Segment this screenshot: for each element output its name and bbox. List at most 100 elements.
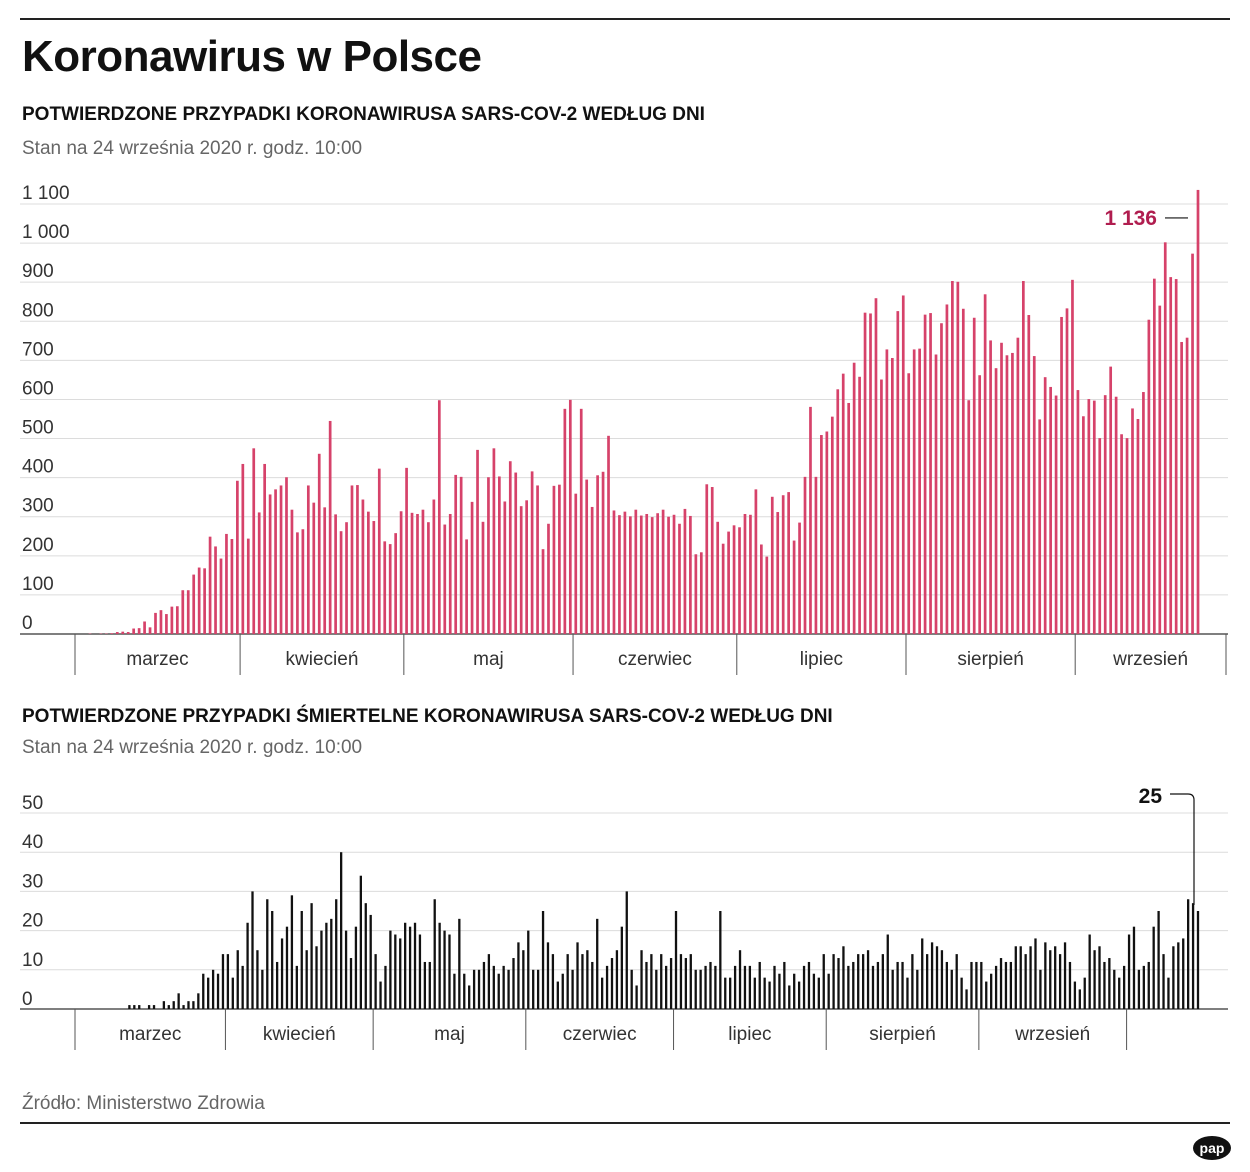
- cases-bar: [705, 484, 709, 634]
- deaths-bar: [1068, 961, 1072, 1009]
- deaths-bar: [645, 961, 648, 1009]
- deaths-bar: [433, 899, 436, 1009]
- cases-bar: [383, 541, 387, 634]
- deaths-bar: [512, 958, 515, 1009]
- cases-bar: [1098, 438, 1102, 634]
- deaths-bar: [290, 895, 294, 1009]
- deaths-bar: [280, 938, 284, 1009]
- cases-bar: [492, 448, 496, 634]
- cases-bar: [618, 515, 621, 634]
- deaths-bar: [369, 914, 372, 1009]
- cases-bar: [367, 511, 370, 634]
- deaths-bar: [394, 934, 397, 1009]
- cases-bar: [541, 549, 545, 634]
- deaths-bar: [709, 961, 712, 1009]
- deaths-bar: [211, 969, 215, 1009]
- deaths-bar: [842, 946, 845, 1009]
- cases-bar: [1103, 395, 1107, 634]
- cases-bar: [328, 420, 332, 634]
- cases-bar: [896, 311, 900, 634]
- deaths-bar: [1177, 942, 1180, 1009]
- cases-bar: [568, 399, 572, 634]
- deaths-bar: [876, 961, 880, 1009]
- cases-y-tick-label: 200: [22, 535, 54, 556]
- deaths-bar: [379, 981, 382, 1009]
- cases-bar: [967, 400, 971, 634]
- deaths-bar: [330, 918, 333, 1009]
- cases-bar: [279, 485, 283, 634]
- cases-bar: [972, 317, 976, 634]
- cases-bar: [585, 479, 589, 634]
- cases-bar: [1016, 337, 1020, 634]
- deaths-bar: [1054, 946, 1057, 1009]
- cases-bar: [498, 476, 501, 634]
- cases-bar: [165, 614, 168, 634]
- deaths-bar: [881, 954, 884, 1009]
- cases-bar: [721, 543, 725, 634]
- deaths-bar: [940, 950, 944, 1009]
- deaths-y-tick-label: 10: [22, 950, 43, 971]
- cases-bar: [181, 590, 185, 634]
- cases-bar: [394, 533, 398, 634]
- deaths-bar: [1152, 926, 1155, 1009]
- deaths-bar: [256, 950, 259, 1009]
- deaths-bar: [344, 930, 348, 1009]
- deaths-bar: [231, 977, 234, 1009]
- deaths-month-label: kwiecień: [263, 1024, 336, 1045]
- cases-y-tick-label: 300: [22, 496, 54, 517]
- deaths-bar: [935, 946, 939, 1009]
- deaths-bar: [847, 965, 850, 1009]
- deaths-bar: [719, 911, 722, 1009]
- deaths-bar: [517, 942, 520, 1009]
- deaths-bar: [482, 961, 486, 1009]
- deaths-bar: [556, 981, 559, 1009]
- cases-bar: [225, 533, 228, 634]
- cases-bar: [377, 468, 381, 634]
- cases-bar: [252, 448, 256, 634]
- cases-bar: [143, 621, 146, 634]
- cases-bar: [754, 489, 758, 634]
- cases-bar: [918, 348, 921, 634]
- cases-bar: [197, 567, 201, 634]
- cases-bar: [1131, 408, 1134, 634]
- deaths-bar: [733, 965, 737, 1009]
- deaths-bar: [852, 961, 855, 1009]
- deaths-bar: [472, 969, 476, 1009]
- cases-bar: [1180, 341, 1183, 634]
- cases-bar: [508, 461, 512, 634]
- cases-bar: [1185, 337, 1189, 634]
- deaths-bar: [404, 922, 407, 1009]
- deaths-bar: [955, 954, 958, 1009]
- cases-bar: [825, 431, 829, 634]
- cases-bar: [749, 514, 752, 634]
- cases-bar: [459, 476, 463, 634]
- deaths-bar: [807, 961, 811, 1009]
- cases-bar: [874, 298, 878, 634]
- deaths-bar: [586, 950, 589, 1009]
- deaths-bar: [566, 954, 569, 1009]
- cases-bar: [470, 501, 474, 634]
- cases-bar: [476, 449, 479, 634]
- cases-month-label: lipiec: [800, 649, 843, 670]
- deaths-bar: [541, 911, 545, 1009]
- cases-bar: [639, 515, 643, 634]
- cases-bar: [410, 512, 414, 634]
- deaths-bar: [182, 1005, 185, 1009]
- cases-bar: [678, 523, 681, 634]
- deaths-bar: [325, 922, 328, 1009]
- cases-bar: [503, 501, 507, 634]
- deaths-bar: [630, 969, 633, 1009]
- deaths-bar: [950, 969, 953, 1009]
- cases-bar: [1049, 386, 1052, 634]
- deaths-bar: [689, 954, 692, 1009]
- cases-bar: [792, 540, 796, 634]
- cases-bar: [1043, 377, 1047, 634]
- cases-bar: [1060, 316, 1063, 634]
- cases-bar: [525, 500, 529, 634]
- cases-bar: [175, 606, 179, 634]
- cases-bar: [1147, 319, 1151, 634]
- deaths-bar: [999, 958, 1003, 1009]
- deaths-y-tick-label: 0: [22, 989, 33, 1010]
- cases-bar: [1136, 419, 1140, 634]
- deaths-bar: [1004, 961, 1008, 1009]
